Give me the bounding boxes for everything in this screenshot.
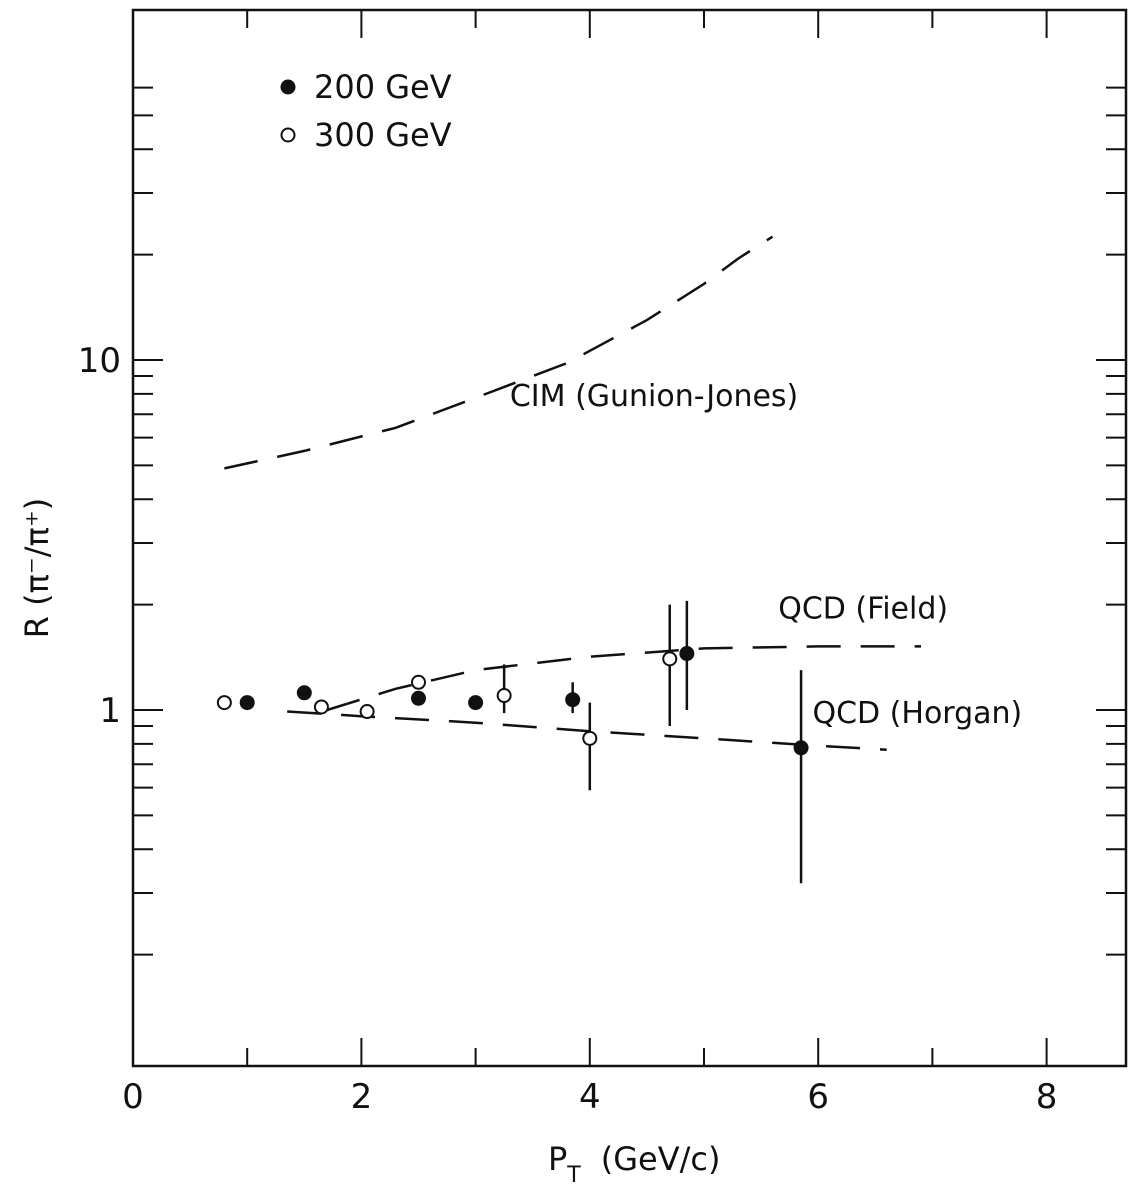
legend-label-200gev: 200 GeV bbox=[314, 68, 452, 106]
data-point-s1-p4 bbox=[496, 688, 512, 704]
annotation-qcd-horgan: QCD (Horgan) bbox=[812, 696, 1022, 731]
x-axis-title: PT (GeV/c) bbox=[548, 1140, 720, 1184]
data-point-s0-p3 bbox=[468, 695, 484, 711]
legend: 200 GeV 300 GeV bbox=[280, 68, 452, 154]
data-point-s0-p5 bbox=[679, 646, 695, 662]
axis-ticks bbox=[132, 10, 1126, 1066]
annotation-cim: CIM (Gunion-Jones) bbox=[510, 379, 798, 414]
plot-frame bbox=[131, 8, 1128, 1068]
plot-border bbox=[131, 8, 1128, 1068]
data-point-s1-p0 bbox=[216, 695, 232, 711]
y-axis-title: R (π⁻/π⁺) bbox=[18, 498, 56, 638]
data-point-s0-p0 bbox=[239, 695, 255, 711]
legend-marker-200gev bbox=[280, 79, 296, 95]
legend-label-300gev: 300 GeV bbox=[314, 116, 452, 154]
data-point-s1-p6 bbox=[662, 651, 678, 667]
x-tick-label-2: 2 bbox=[351, 1077, 373, 1117]
data-point-s1-p3 bbox=[411, 674, 426, 690]
data-point-s1-p1 bbox=[313, 699, 329, 715]
x-axis-title-units: (GeV/c) bbox=[601, 1140, 721, 1178]
theory-curve-1 bbox=[326, 645, 921, 712]
annotation-qcd-field: QCD (Field) bbox=[778, 591, 948, 626]
y-tick-label-1: 1 bbox=[99, 691, 121, 731]
x-tick-label-6: 6 bbox=[807, 1077, 829, 1117]
data-points bbox=[216, 646, 809, 756]
data-point-s0-p1 bbox=[296, 685, 312, 701]
data-point-s0-p4 bbox=[565, 692, 581, 708]
x-axis-title-subscript: T bbox=[566, 1163, 581, 1184]
data-point-s1-p2 bbox=[359, 704, 375, 720]
x-axis-title-symbol: P bbox=[548, 1140, 567, 1178]
x-tick-label-8: 8 bbox=[1036, 1077, 1058, 1117]
theory-curve-0 bbox=[224, 235, 774, 470]
data-point-s0-p6 bbox=[793, 740, 809, 756]
legend-marker-300gev bbox=[280, 127, 296, 143]
x-tick-label-0: 0 bbox=[122, 1077, 144, 1117]
x-tick-label-4: 4 bbox=[579, 1077, 601, 1117]
y-tick-label-10: 10 bbox=[78, 341, 121, 381]
data-point-s1-p5 bbox=[582, 730, 598, 746]
data-point-s0-p2 bbox=[411, 690, 426, 706]
